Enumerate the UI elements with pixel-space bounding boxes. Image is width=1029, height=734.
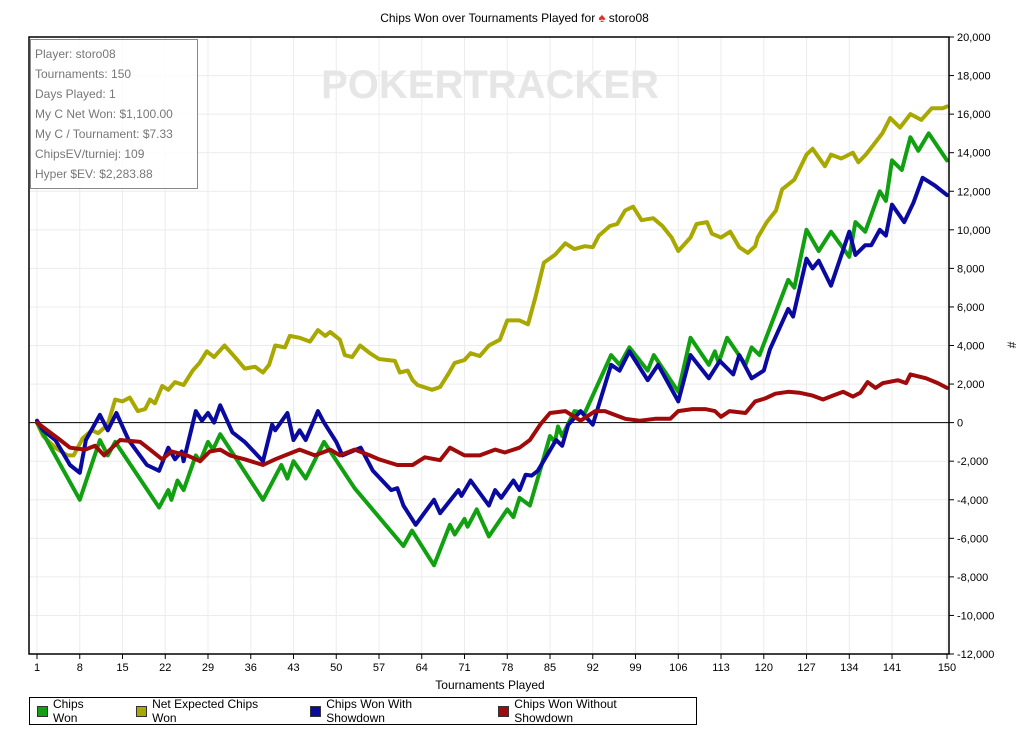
x-tick-label: 92 [587, 662, 599, 674]
y-tick-label: 14,000 [957, 148, 991, 160]
x-tick-label: 29 [202, 662, 214, 674]
x-tick-label: 150 [938, 662, 956, 674]
x-axis-label: Tournaments Played [435, 678, 545, 692]
legend-swatch [310, 705, 322, 717]
legend-item-with-showdown[interactable]: Chips Won With Showdown [310, 697, 473, 725]
x-tick-label: 43 [287, 662, 299, 674]
player-name: storo08 [608, 11, 649, 25]
x-tick-label: 36 [245, 662, 257, 674]
x-tick-label: 1 [34, 662, 40, 674]
x-tick-label: 50 [330, 662, 342, 674]
x-axis: 1 8 15 22 29 36 43 50 57 64 71 78 85 92 99 106 113 120 127… [34, 654, 956, 674]
x-tick-label: 127 [797, 662, 815, 674]
pokerstars-spade-icon: ♠ [598, 10, 606, 25]
y-tick-label: -6,000 [957, 533, 988, 545]
stats-info-box: Player: storo08 Tournaments: 150 Days Pl… [30, 39, 198, 189]
x-tick-label: 71 [458, 662, 470, 674]
y-tick-label: -10,000 [957, 610, 994, 622]
x-tick-label: 15 [116, 662, 128, 674]
legend-item-chips-won[interactable]: Chips Won [37, 697, 111, 725]
x-tick-label: 106 [669, 662, 687, 674]
series-line-chips-won [35, 131, 949, 568]
chart-title: Chips Won over Tournaments Played for ♠ … [0, 10, 1029, 25]
legend-item-without-showdown[interactable]: Chips Won Without Showdown [498, 697, 678, 725]
y-tick-label: 18,000 [957, 71, 991, 83]
y-tick-label: -2,000 [957, 456, 988, 468]
y-axis-label: # [1004, 341, 1019, 349]
y-tick-label: -12,000 [957, 649, 994, 661]
y-tick-label: 8,000 [957, 263, 985, 275]
y-tick-label: 10,000 [957, 225, 991, 237]
y-tick-label: 12,000 [957, 186, 991, 198]
info-net-won: My C Net Won: $1,100.00 [35, 107, 173, 121]
info-tournaments: Tournaments: 150 [35, 67, 132, 81]
series-lines [35, 104, 949, 568]
y-tick-label: 0 [957, 418, 963, 430]
x-tick-label: 8 [77, 662, 83, 674]
info-player: Player: storo08 [35, 47, 116, 61]
y-tick-label: -4,000 [957, 495, 988, 507]
legend-label: Net Expected Chips Won [152, 697, 259, 725]
legend-swatch [498, 705, 510, 717]
legend: Chips Won Net Expected Chips Won Chips W… [29, 697, 697, 725]
y-tick-label: 2,000 [957, 379, 985, 391]
series-line-chips-won-with-showdown [35, 175, 949, 527]
x-tick-label: 141 [883, 662, 901, 674]
x-tick-label: 64 [416, 662, 428, 674]
x-tick-label: 134 [840, 662, 858, 674]
y-tick-label: 16,000 [957, 109, 991, 121]
y-tick-label: 4,000 [957, 341, 985, 353]
info-chipsev: ChipsEV/turniej: 109 [35, 147, 145, 161]
series-line-net-expected-chips-won [35, 104, 949, 458]
info-days-played: Days Played: 1 [35, 87, 116, 101]
legend-swatch [37, 705, 48, 717]
legend-swatch [136, 705, 148, 717]
x-tick-label: 22 [159, 662, 171, 674]
legend-label: Chips Won [52, 697, 84, 725]
y-tick-label: 20,000 [957, 32, 991, 44]
legend-item-net-expected[interactable]: Net Expected Chips Won [136, 697, 285, 725]
x-tick-label: 78 [501, 662, 513, 674]
series-line-chips-won-without-showdown [35, 372, 949, 467]
legend-label: Chips Won Without Showdown [514, 697, 617, 725]
y-tick-label: 6,000 [957, 302, 985, 314]
chart-title-text: Chips Won over Tournaments Played for [380, 11, 596, 25]
x-tick-label: 99 [629, 662, 641, 674]
legend-label: Chips Won With Showdown [326, 697, 413, 725]
x-tick-label: 57 [373, 662, 385, 674]
x-tick-label: 120 [755, 662, 773, 674]
y-axis: -12,000 -10,000 -8,000 -6,000 -4,000 -2,000 0 2… [949, 32, 994, 661]
info-per-tournament: My C / Tournament: $7.33 [35, 127, 173, 141]
y-tick-label: -8,000 [957, 572, 988, 584]
info-hyper-sev: Hyper $EV: $2,283.88 [35, 167, 153, 181]
x-tick-label: 85 [544, 662, 556, 674]
x-tick-label: 113 [712, 662, 730, 674]
watermark-logo: POKERTRACKER [321, 63, 659, 107]
